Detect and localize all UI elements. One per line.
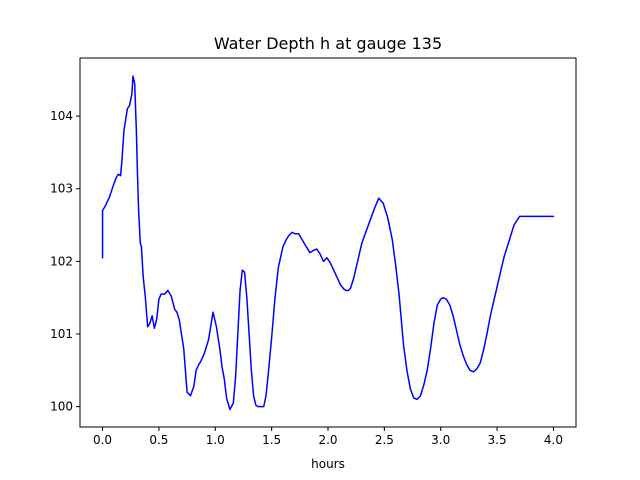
y-tick-label: 103 — [50, 182, 73, 196]
chart-title: Water Depth h at gauge 135 — [214, 34, 442, 53]
y-tick-label: 100 — [50, 400, 73, 414]
x-tick-label: 0.0 — [93, 433, 112, 447]
x-tick-label: 1.0 — [206, 433, 225, 447]
plot-area: 0.0 0.5 1.0 1.5 2.0 2.5 3.0 3.5 4.0 100 101 102 103 1… — [50, 57, 577, 447]
series-line-0 — [101, 75, 555, 411]
x-tick-label: 3.5 — [488, 433, 507, 447]
x-tick-label: 1.5 — [262, 433, 281, 447]
x-tick-label: 2.0 — [318, 433, 337, 447]
x-tick-label: 2.5 — [375, 433, 394, 447]
x-tick-label: 0.5 — [149, 433, 168, 447]
y-tick-label: 101 — [50, 327, 73, 341]
y-tick-label: 102 — [50, 254, 73, 268]
x-axis-label: hours — [311, 457, 345, 471]
x-tick-label: 3.0 — [431, 433, 450, 447]
y-tick-label: 104 — [50, 109, 73, 123]
x-tick-label: 4.0 — [544, 433, 563, 447]
